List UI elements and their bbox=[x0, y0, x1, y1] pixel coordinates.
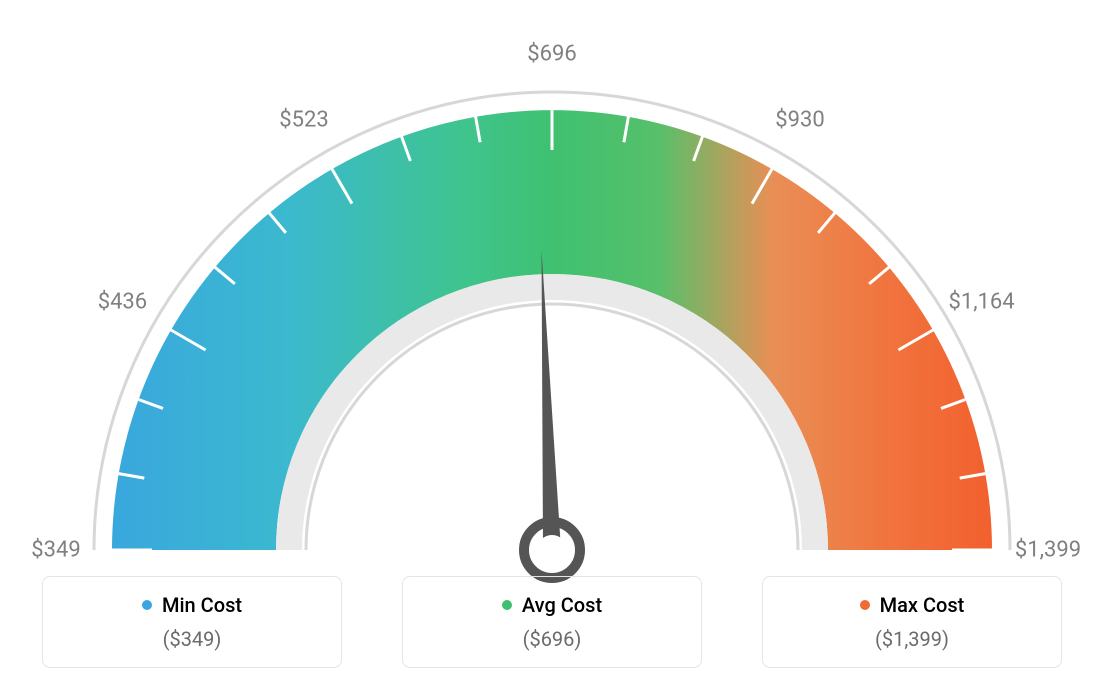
gauge-tick-label: $930 bbox=[775, 108, 824, 133]
legend-label: Max Cost bbox=[880, 593, 965, 617]
legend-value: ($696) bbox=[423, 627, 681, 651]
legend-card-min: Min Cost ($349) bbox=[42, 576, 342, 668]
legend-value: ($349) bbox=[63, 627, 321, 651]
gauge-chart: $349$436$523$696$930$1,164$1,399 bbox=[52, 30, 1052, 590]
dot-icon bbox=[502, 600, 512, 610]
gauge-tick-label: $1,399 bbox=[1015, 538, 1081, 563]
gauge-tick-label: $436 bbox=[98, 290, 147, 315]
legend-value: ($1,399) bbox=[783, 627, 1041, 651]
legend-title-min: Min Cost bbox=[142, 593, 242, 617]
dot-icon bbox=[142, 600, 152, 610]
legend-label: Min Cost bbox=[162, 593, 242, 617]
legend-title-avg: Avg Cost bbox=[502, 593, 602, 617]
gauge-tick-label: $349 bbox=[31, 538, 80, 563]
legend-card-max: Max Cost ($1,399) bbox=[762, 576, 1062, 668]
legend-label: Avg Cost bbox=[522, 593, 602, 617]
gauge-tick-label: $1,164 bbox=[948, 290, 1014, 315]
legend-row: Min Cost ($349) Avg Cost ($696) Max Cost… bbox=[0, 576, 1104, 668]
gauge-tick-label: $696 bbox=[527, 42, 576, 67]
gauge-svg bbox=[52, 30, 1052, 590]
legend-card-avg: Avg Cost ($696) bbox=[402, 576, 702, 668]
legend-title-max: Max Cost bbox=[860, 593, 965, 617]
gauge-tick-label: $523 bbox=[279, 108, 328, 133]
dot-icon bbox=[860, 600, 870, 610]
